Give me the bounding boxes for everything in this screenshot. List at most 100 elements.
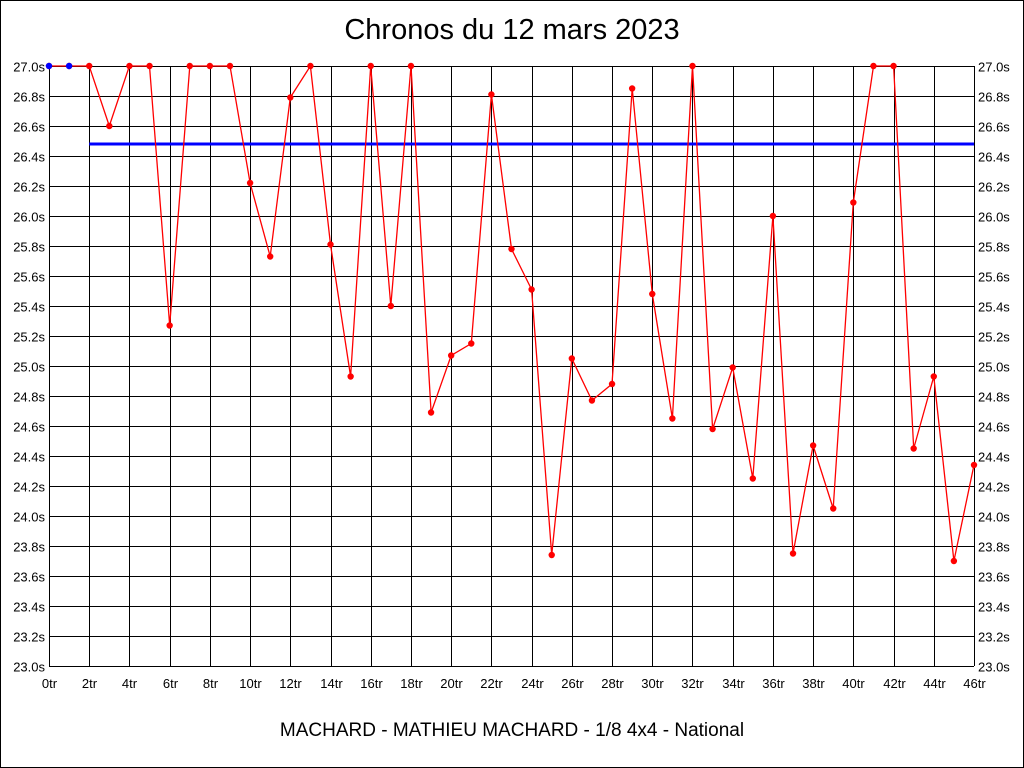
data-point <box>166 322 173 329</box>
x-tick-label: 46tr <box>963 676 986 691</box>
x-tick-label: 16tr <box>360 676 383 691</box>
y-tick-label-right: 26.2s <box>978 180 1010 195</box>
y-tick-label-right: 24.2s <box>978 480 1010 495</box>
x-tick-label: 4tr <box>122 676 138 691</box>
y-tick-label-left: 25.0s <box>13 360 45 375</box>
x-tick-label: 42tr <box>883 676 906 691</box>
y-tick-label-right: 23.0s <box>978 660 1010 675</box>
y-tick-label-right: 25.8s <box>978 240 1010 255</box>
x-tick-label: 30tr <box>641 676 664 691</box>
y-tick-label-right: 23.2s <box>978 630 1010 645</box>
y-tick-label-right: 26.4s <box>978 150 1010 165</box>
x-tick-label: 24tr <box>521 676 544 691</box>
y-tick-label-right: 23.8s <box>978 540 1010 555</box>
y-tick-label-left: 24.2s <box>13 480 45 495</box>
data-point <box>588 397 596 404</box>
y-tick-label-left: 26.4s <box>13 150 45 165</box>
x-tick-label: 28tr <box>601 676 624 691</box>
data-point <box>850 199 857 206</box>
data-point <box>427 409 435 416</box>
data-point <box>870 62 877 70</box>
x-tick-label: 18tr <box>400 676 423 691</box>
data-point-highlight <box>45 62 53 70</box>
y-tick-label-right: 25.6s <box>978 270 1010 285</box>
y-tick-label-left: 24.8s <box>13 390 45 405</box>
data-point <box>86 62 93 70</box>
data-point <box>488 91 495 98</box>
data-point <box>246 179 254 187</box>
y-tick-label-right: 24.0s <box>978 510 1010 525</box>
y-tick-label-left: 23.0s <box>13 660 45 675</box>
data-point <box>226 62 234 70</box>
y-tick-label-right: 27.0s <box>978 60 1010 75</box>
x-tick-label: 26tr <box>561 676 584 691</box>
data-point <box>749 475 757 482</box>
data-point <box>649 290 656 298</box>
data-point <box>367 62 374 70</box>
data-point <box>789 550 797 557</box>
y-tick-label-left: 26.6s <box>13 120 45 135</box>
y-tick-label-left: 27.0s <box>13 60 45 75</box>
data-point <box>970 461 978 469</box>
data-point <box>548 551 555 559</box>
y-tick-label-left: 24.0s <box>13 510 45 525</box>
y-tick-label-right: 25.4s <box>978 300 1010 315</box>
x-tick-label: 36tr <box>762 676 785 691</box>
y-tick-label-left: 26.2s <box>13 180 45 195</box>
data-point <box>447 352 455 359</box>
y-tick-label-right: 25.0s <box>978 360 1010 375</box>
x-tick-label: 10tr <box>239 676 262 691</box>
y-tick-label-right: 23.6s <box>978 570 1010 585</box>
data-point <box>307 62 314 70</box>
data-point <box>729 364 736 371</box>
y-tick-label-left: 23.8s <box>13 540 45 555</box>
x-tick-label: 6tr <box>163 676 179 691</box>
x-tick-label: 40tr <box>842 676 865 691</box>
data-point <box>628 85 636 92</box>
chart-title: Chronos du 12 mars 2023 <box>344 14 680 46</box>
data-point <box>830 505 837 512</box>
y-tick-label-left: 26.0s <box>13 210 45 225</box>
y-tick-label-right: 24.6s <box>978 420 1010 435</box>
data-point <box>689 62 696 70</box>
x-tick-label: 12tr <box>279 676 302 691</box>
y-tick-label-left: 23.6s <box>13 570 45 585</box>
y-tick-label-right: 24.8s <box>978 390 1010 405</box>
y-tick-label-left: 24.6s <box>13 420 45 435</box>
y-tick-label-right: 24.4s <box>978 450 1010 465</box>
data-point <box>407 62 415 70</box>
x-tick-label: 44tr <box>923 676 946 691</box>
data-point <box>106 122 113 130</box>
y-tick-label-left: 25.6s <box>13 270 45 285</box>
y-tick-label-right: 26.8s <box>978 90 1010 105</box>
y-tick-label-left: 25.2s <box>13 330 45 345</box>
y-tick-label-left: 26.8s <box>13 90 45 105</box>
y-tick-label-left: 24.4s <box>13 450 45 465</box>
data-point <box>266 253 274 260</box>
data-point-highlight <box>65 62 73 70</box>
data-point <box>508 245 515 253</box>
y-tick-label-left: 25.4s <box>13 300 45 315</box>
y-tick-label-right: 26.0s <box>978 210 1010 225</box>
y-tick-label-left: 23.2s <box>13 630 45 645</box>
y-tick-label-left: 25.8s <box>13 240 45 255</box>
data-point <box>347 373 354 380</box>
data-point <box>608 380 616 388</box>
data-point <box>769 212 777 220</box>
x-tick-label: 32tr <box>681 676 704 691</box>
data-point <box>709 425 716 433</box>
y-tick-label-right: 25.2s <box>978 330 1010 345</box>
data-point <box>930 373 937 380</box>
data-point <box>206 62 214 70</box>
x-tick-label: 22tr <box>480 676 503 691</box>
data-point <box>186 62 193 70</box>
y-tick-label-right: 26.6s <box>978 120 1010 135</box>
y-tick-label-right: 23.4s <box>978 600 1010 615</box>
x-tick-label: 14tr <box>320 676 343 691</box>
data-point <box>890 62 897 70</box>
x-tick-label: 34tr <box>722 676 745 691</box>
data-point <box>287 94 294 101</box>
data-point <box>126 62 133 70</box>
x-tick-label: 8tr <box>203 676 219 691</box>
